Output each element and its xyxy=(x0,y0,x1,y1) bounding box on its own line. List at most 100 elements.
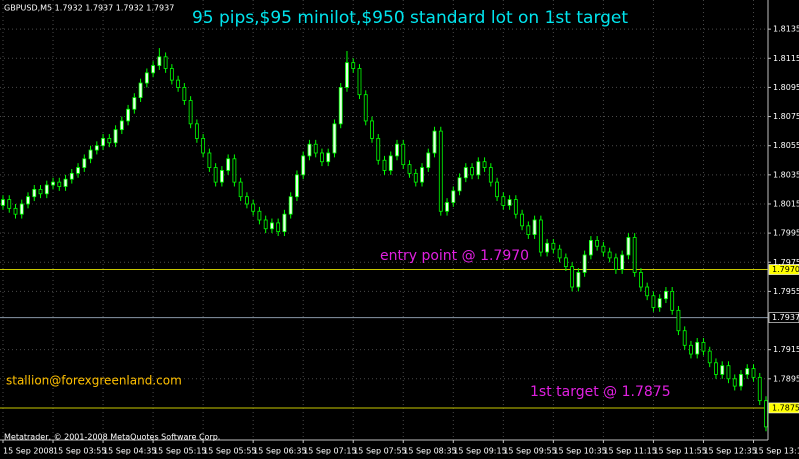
y-tick-label: 1.8035 xyxy=(773,170,799,179)
candle-body xyxy=(420,167,424,183)
candle-body xyxy=(545,242,550,253)
x-tick-label: 15 Sep 05:55 xyxy=(203,447,256,456)
x-tick-label: 15 Sep 11:15 xyxy=(603,447,656,456)
candle-body xyxy=(651,295,656,308)
candle-body xyxy=(320,152,324,163)
candle-body xyxy=(520,213,524,227)
candle-body xyxy=(451,190,456,203)
price-box xyxy=(768,264,799,275)
candle-body xyxy=(32,189,37,198)
y-tick-label: 1.7975 xyxy=(773,258,799,267)
chart-title: 95 pips,$95 minilot,$950 standard lot on… xyxy=(192,8,628,28)
candle-body xyxy=(26,196,30,205)
candle-body xyxy=(620,254,625,270)
candle-body xyxy=(213,167,218,183)
candle-body xyxy=(582,254,587,273)
x-tick-label: 15 Sep 12:35 xyxy=(703,447,756,456)
candle-body xyxy=(476,161,481,176)
annotation: entry point @ 1.7970 xyxy=(380,248,529,264)
candle-body xyxy=(351,62,356,69)
price-box-label: 1.7970 xyxy=(772,265,799,274)
candle-body xyxy=(257,210,262,221)
candle-body xyxy=(282,213,287,233)
candle-body xyxy=(726,365,731,380)
candle-body xyxy=(645,286,650,297)
x-tick-label: 15 Sep 04:35 xyxy=(103,447,156,456)
candle-body xyxy=(495,181,499,198)
candle-body xyxy=(457,177,462,192)
candle-body xyxy=(639,272,643,288)
candle-body xyxy=(388,155,393,171)
candle-body xyxy=(194,123,199,139)
candle-body xyxy=(732,378,737,387)
candle-body xyxy=(332,123,337,154)
candle-body xyxy=(513,199,518,215)
x-tick-label: 15 Sep 06:35 xyxy=(253,447,306,456)
candle-body xyxy=(169,68,174,81)
candle-body xyxy=(488,167,493,183)
candle-body xyxy=(301,155,306,176)
y-tick-label: 1.7895 xyxy=(773,374,799,383)
candle-body xyxy=(13,207,18,215)
price-box xyxy=(768,402,799,414)
candle-body xyxy=(626,237,631,256)
candle-body xyxy=(757,376,762,402)
candle-body xyxy=(326,152,331,163)
candle-body xyxy=(532,219,537,235)
candle-body xyxy=(632,237,637,273)
candle-body xyxy=(707,350,712,364)
candle-body xyxy=(126,108,130,122)
candle-body xyxy=(51,181,55,186)
candle-body xyxy=(538,219,543,253)
symbol-header: GBPUSD,M5 1.7932 1.7937 1.7932 1.7937 xyxy=(4,4,174,13)
candle-body xyxy=(563,257,568,268)
x-tick-label: 15 Sep 07:55 xyxy=(353,447,406,456)
candle-body xyxy=(113,129,118,144)
candle-body xyxy=(38,189,43,195)
candle-body xyxy=(182,87,187,101)
candle-body xyxy=(245,196,249,205)
candle-body xyxy=(82,158,87,168)
candle-body xyxy=(101,138,105,147)
candle-body xyxy=(682,330,687,346)
candle-body xyxy=(157,56,162,66)
levels: 1.7970 1.7937 1.7875 xyxy=(0,264,799,414)
candle-body xyxy=(720,365,725,375)
y-tick-label: 1.8095 xyxy=(773,83,799,92)
candle-body xyxy=(226,158,231,171)
y-tick-label: 1.8135 xyxy=(773,25,799,34)
candle-body xyxy=(689,344,693,355)
candle-body xyxy=(695,341,700,355)
candle-body xyxy=(119,120,124,131)
candle-body xyxy=(470,167,474,176)
candle-body xyxy=(207,152,212,168)
candle-body xyxy=(88,149,93,160)
candle-body xyxy=(263,219,268,230)
x-tick-label: 15 Sep 03:55 xyxy=(53,447,106,456)
candle-body xyxy=(426,152,431,168)
x-tick-label: 15 Sep 05:15 xyxy=(153,447,206,456)
candle-body xyxy=(413,172,418,183)
candle-body xyxy=(176,79,181,88)
x-tick-label: 15 Sep 07:15 xyxy=(303,447,356,456)
candle-body xyxy=(432,130,437,154)
copyright: Metatrader, © 2001-2008 MetaQuotes Softw… xyxy=(4,433,220,442)
candle-body xyxy=(407,164,412,174)
y-tick-label: 1.8115 xyxy=(773,54,799,63)
candle-body xyxy=(507,199,512,206)
candle-body xyxy=(7,199,12,209)
candle-body xyxy=(363,94,368,122)
candle-body xyxy=(151,65,155,74)
price-box-label: 1.7875 xyxy=(772,403,799,412)
candle-body xyxy=(501,196,506,206)
x-tick-label: 15 Sep 2008 xyxy=(3,447,54,456)
y-tick-label: 1.8015 xyxy=(773,199,799,208)
y-tick-label: 1.7955 xyxy=(773,287,799,296)
candle-body xyxy=(201,138,206,154)
candle-body xyxy=(370,120,374,139)
candle-body xyxy=(445,202,449,212)
x-tick-label: 15 Sep 13:15 xyxy=(753,447,799,456)
candle-body xyxy=(482,161,487,168)
